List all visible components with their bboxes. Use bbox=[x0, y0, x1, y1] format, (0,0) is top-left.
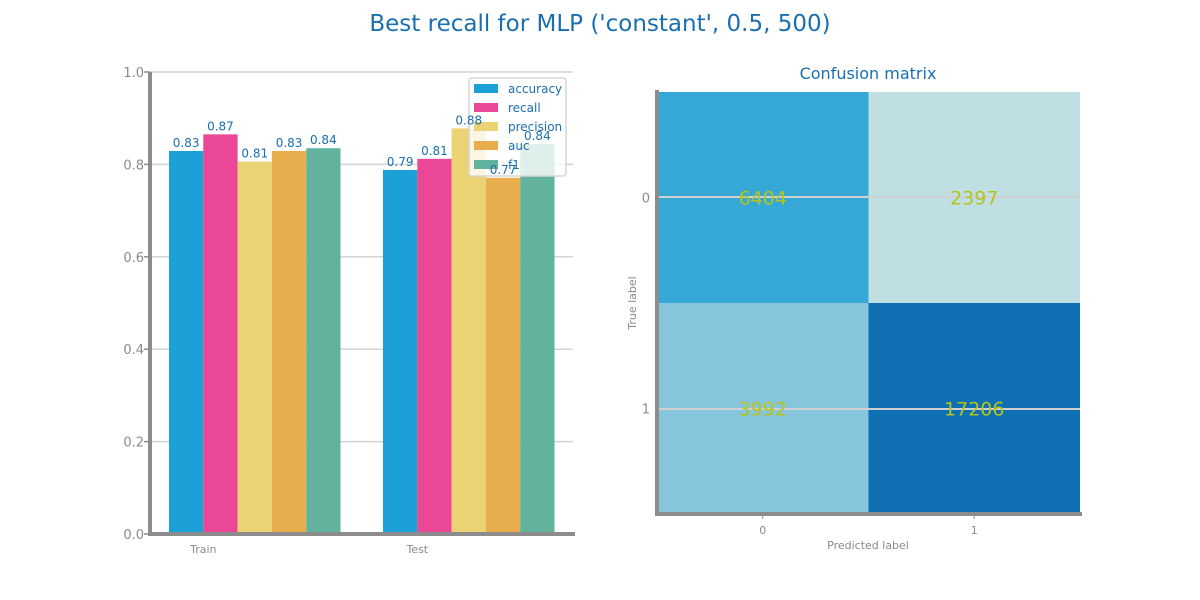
bar-y-tick-label: 0.0 bbox=[123, 528, 144, 543]
heatmap-x-tick-label: 1 bbox=[971, 524, 978, 537]
bar-recall-train bbox=[203, 134, 238, 534]
heatmap-x-tick-label: 0 bbox=[759, 524, 766, 537]
bar-y-tick-label: 0.8 bbox=[123, 158, 144, 173]
bar-precision-test bbox=[451, 128, 486, 534]
figure-title: Best recall for MLP ('constant', 0.5, 50… bbox=[369, 11, 830, 37]
legend-label-auc: auc bbox=[508, 139, 530, 153]
bar-legend: accuracy recall precision auc f1 bbox=[468, 77, 567, 177]
bar-series-bars bbox=[169, 128, 555, 535]
heatmap-cell-value: 2397 bbox=[950, 188, 998, 210]
bar-value-label: 0.81 bbox=[241, 147, 268, 161]
legend-swatch-accuracy bbox=[474, 84, 498, 93]
legend-box bbox=[468, 77, 567, 177]
bar-y-axis-ticks: 0.0 0.2 0.4 0.6 0.8 1.0 bbox=[123, 66, 150, 543]
bar-chart: 0.0 0.2 0.4 0.6 0.8 1.0 Train Test accuracy rec… bbox=[123, 66, 575, 556]
bar-value-label: 0.88 bbox=[455, 113, 482, 127]
bar-value-label: 0.84 bbox=[310, 133, 337, 147]
bar-value-label: 0.84 bbox=[524, 129, 551, 143]
legend-swatch-recall bbox=[474, 103, 498, 112]
heatmap-ticks: 0 1 0 1 bbox=[642, 192, 978, 538]
bar-value-label: 0.87 bbox=[207, 119, 234, 133]
heatmap-y-axis-label: True label bbox=[626, 276, 639, 330]
heatmap-y-tick-label: 0 bbox=[642, 192, 650, 207]
bar-value-label: 0.77 bbox=[490, 163, 517, 177]
bar-x-axis-ticks: Train Test bbox=[189, 543, 429, 556]
bar-y-tick-label: 0.6 bbox=[123, 251, 144, 266]
bar-recall-test bbox=[417, 158, 452, 534]
bar-value-label: 0.81 bbox=[421, 144, 448, 158]
heatmap-x-axis-label: Predicted label bbox=[827, 539, 909, 552]
legend-swatch-f1 bbox=[474, 160, 498, 169]
bar-data-labels: 0.83 0.87 0.81 0.83 0.84 0.79 0.81 0.88 0.77 0.84 bbox=[173, 113, 551, 176]
bar-accuracy-test bbox=[383, 169, 418, 534]
heatmap-cell-value: 17206 bbox=[944, 399, 1004, 421]
bar-auc-test bbox=[485, 177, 521, 534]
heatmap-y-tick-label: 1 bbox=[642, 403, 650, 418]
bar-accuracy-train bbox=[169, 151, 204, 534]
bar-precision-train bbox=[237, 161, 272, 535]
bar-value-label: 0.83 bbox=[276, 136, 303, 150]
legend-label-recall: recall bbox=[508, 101, 541, 115]
bar-auc-train bbox=[271, 151, 307, 534]
bar-y-tick-label: 0.4 bbox=[123, 343, 144, 358]
bar-y-tick-label: 0.2 bbox=[123, 436, 144, 451]
heatmap-cells bbox=[657, 92, 1080, 514]
heatmap-cell-value: 6404 bbox=[739, 188, 787, 210]
bar-value-label: 0.83 bbox=[173, 136, 200, 150]
heatmap-cell-values: 6404 2397 3992 17206 bbox=[739, 188, 1005, 421]
heatmap-cell-value: 3992 bbox=[739, 399, 787, 421]
legend-label-accuracy: accuracy bbox=[508, 82, 562, 96]
legend-swatch-auc bbox=[474, 141, 498, 150]
bar-x-tick-label: Test bbox=[405, 543, 428, 556]
bar-f1-train bbox=[306, 148, 341, 535]
legend-label-f1: f1 bbox=[508, 158, 520, 172]
bar-f1-test bbox=[520, 144, 555, 534]
legend-swatch-precision bbox=[474, 122, 498, 131]
heatmap-title: Confusion matrix bbox=[800, 64, 937, 83]
bar-y-tick-label: 1.0 bbox=[123, 66, 144, 81]
bar-value-label: 0.79 bbox=[387, 155, 414, 169]
bar-x-tick-label: Train bbox=[189, 543, 216, 556]
legend-label-precision: precision bbox=[508, 120, 562, 134]
